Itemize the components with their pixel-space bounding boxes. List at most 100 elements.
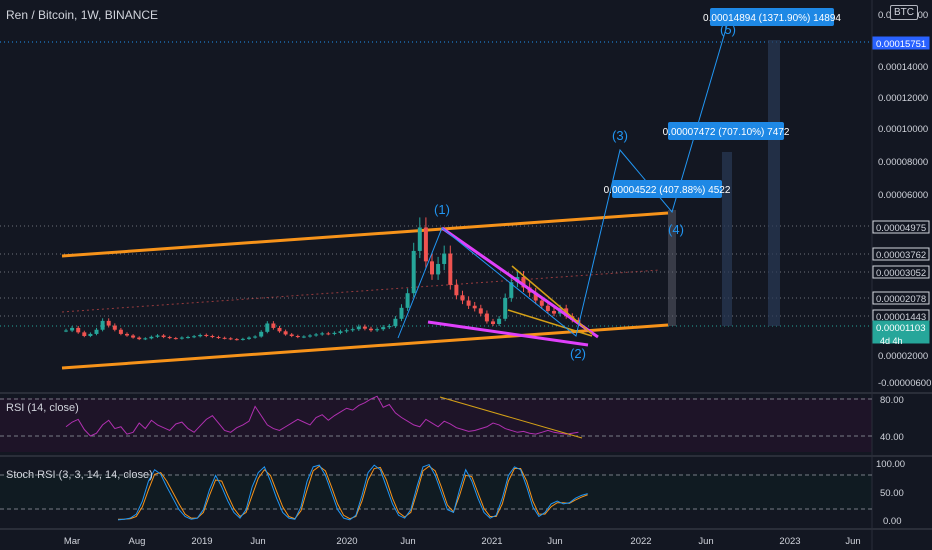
price-label-bg-4 [872,291,930,305]
target-box-text-1: 0.00004522 (407.88%) 4522 [604,185,731,196]
rsi-divergence-line [439,396,583,439]
price-label-0: 0.00015751 [876,39,926,50]
rsi-tick-40: 40.00 [880,432,904,443]
candle-15 [155,335,160,337]
candle-53 [387,326,392,328]
candle-61 [436,263,441,275]
projection-bar-3 [768,40,780,326]
candle-1 [70,327,75,331]
time-tick-2: 2019 [191,536,212,547]
candle-36 [283,331,288,335]
price-label-bg-3 [872,265,930,279]
candle-16 [161,335,166,338]
time-tick-1: Aug [129,536,146,547]
price-tick-5: 0.00006000 [878,190,928,201]
candle-63 [448,253,453,285]
candle-25 [216,337,221,339]
stoch-pane-label: Stoch RSI (3, 3, 14, 14, close) [6,469,153,481]
countdown-label: 4d 4h [880,336,903,346]
candle-2 [76,327,81,333]
candle-5 [94,329,99,334]
projection-bar-2 [722,152,732,326]
target-box-1 [612,180,722,198]
time-tick-4: 2020 [336,536,357,547]
candle-80 [552,310,556,314]
time-tick-0: Mar [64,536,80,547]
candle-72 [503,297,508,319]
candle-79 [545,305,550,311]
stoch-tick-100: 100.00 [876,459,905,470]
candle-78 [539,300,544,306]
currency-badge[interactable]: BTC [890,5,918,20]
time-tick-11: Jun [845,536,860,547]
candle-67 [472,305,477,309]
candle-71 [497,318,502,324]
channel-upper-line [61,211,669,258]
candle-42 [320,333,325,335]
candle-65 [460,295,465,301]
candle-34 [271,323,276,328]
candle-35 [277,327,282,332]
candle-46 [344,330,349,332]
time-tick-10: 2023 [779,536,800,547]
candle-18 [173,338,178,340]
price-label-2: 0.00003762 [876,250,926,261]
candle-47 [350,329,355,331]
candle-38 [295,336,300,338]
candle-13 [143,338,148,340]
target-box-text-2: 0.00007472 (707.10%) 7472 [663,127,790,138]
stoch-tick-0: 0.00 [883,516,902,527]
wedge-upper-line [441,226,599,339]
candle-55 [399,307,404,319]
candle-68 [478,308,483,314]
wave-label-3: (3) [612,128,628,143]
candle-59 [423,227,428,262]
candle-51 [375,329,380,331]
candle-50 [369,328,373,331]
target-box-2 [668,122,784,140]
price-tick-2: 0.00012000 [878,93,928,104]
candle-14 [149,336,154,339]
candle-75 [521,277,526,288]
candle-9 [118,329,123,334]
candle-10 [125,333,129,336]
wave-label-1: (1) [434,202,450,217]
price-tick-7: 0.00002000 [878,351,928,362]
candle-33 [265,323,270,332]
candle-26 [222,337,227,339]
price-tick-8: -0.00000600 [878,378,931,389]
candle-32 [259,331,264,337]
candle-43 [326,333,331,335]
candle-27 [228,338,233,340]
price-tick-4: 0.00008000 [878,157,928,168]
price-label-bg-0 [872,36,930,50]
candle-60 [430,261,434,275]
stoch-k-line [117,463,588,521]
candle-37 [289,334,294,337]
candle-11 [131,335,136,338]
wedge-lower-line [427,320,589,347]
candle-45 [338,331,343,333]
candle-44 [332,332,337,334]
candle-29 [240,338,245,340]
candle-24 [210,336,215,338]
time-tick-3: Jun [250,536,265,547]
price-label-3: 0.00003052 [876,268,926,279]
candle-56 [405,293,410,308]
candle-70 [491,321,495,324]
candle-28 [234,339,239,341]
candle-57 [411,250,416,294]
projection-bar-1 [668,210,676,326]
time-tick-5: Jun [400,536,415,547]
chart-title: Ren / Bitcoin, 1W, BINANCE [6,8,159,22]
rsi-pane-label: RSI (14, close) [6,402,79,414]
price-label-bg-2 [872,247,930,261]
candle-66 [466,300,471,306]
candle-62 [442,253,447,264]
channel-mid-line [61,269,661,313]
rsi-tick-80: 80.00 [880,395,904,406]
candle-49 [362,326,367,329]
candle-52 [381,327,386,330]
inner-wedge-lower [507,309,593,337]
